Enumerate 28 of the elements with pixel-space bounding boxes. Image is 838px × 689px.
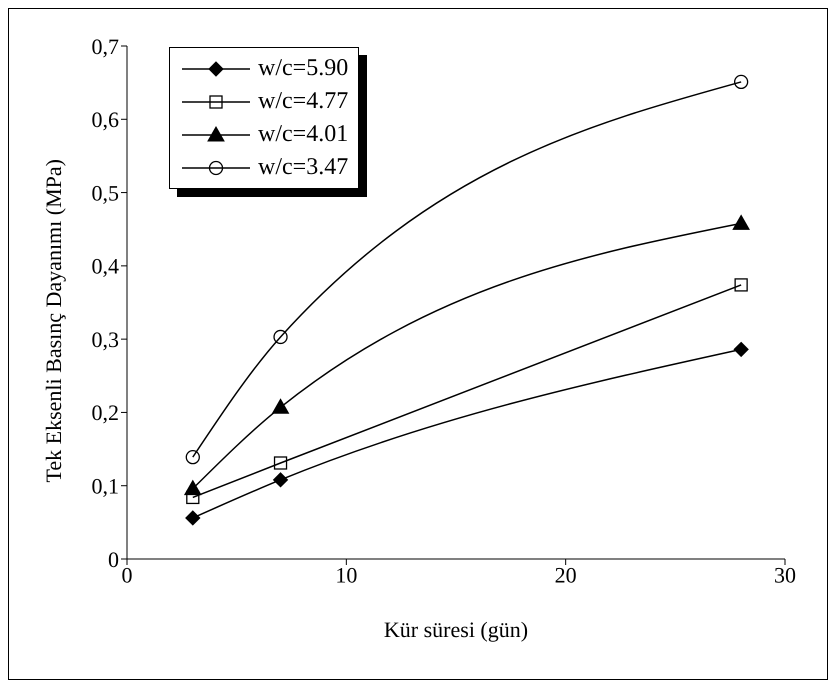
y-tick-label: 0,4 (92, 254, 119, 279)
y-tick-label: 0 (108, 546, 119, 572)
point (732, 214, 750, 230)
point (185, 510, 200, 526)
y-tick-label: 0,6 (92, 107, 119, 132)
point (272, 398, 290, 414)
x-tick-label: 30 (774, 562, 796, 588)
legend-label: w/c=3.47 (258, 154, 348, 181)
x-tick-label: 20 (554, 562, 577, 588)
point (273, 472, 288, 488)
y-tick-label: 0,1 (92, 474, 119, 499)
y-tick-label: 0,7 (92, 34, 119, 59)
y-tick-label: 0,2 (92, 400, 119, 426)
y-axis-title: Tek Eksenli Basınç Dayanımı (MPa) (40, 158, 66, 482)
x-axis-title: Kür süresi (gün) (384, 617, 528, 642)
legend-label: w/c=5.90 (258, 55, 348, 82)
point (734, 74, 748, 90)
point (734, 342, 749, 357)
point (734, 278, 748, 292)
point (186, 450, 200, 464)
y-tick-label: 0,3 (92, 326, 119, 352)
y-tick-label: 0,5 (92, 180, 119, 206)
point (274, 456, 288, 470)
point (184, 480, 202, 496)
legend-label: w/c=4.01 (258, 121, 348, 148)
point (273, 330, 288, 344)
legend-label: w/c=4.77 (258, 88, 348, 115)
x-tick-label: 10 (335, 562, 358, 588)
